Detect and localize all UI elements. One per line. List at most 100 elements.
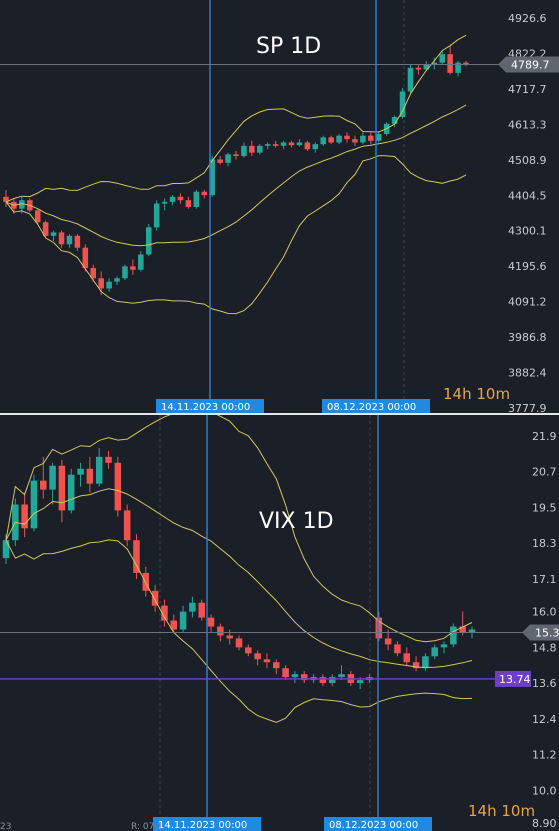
candle-body	[2, 540, 10, 559]
candle	[90, 264, 97, 282]
candle-body	[468, 629, 476, 633]
date-tag-shape	[153, 817, 261, 831]
candle	[300, 671, 308, 684]
candle-body	[169, 196, 176, 202]
candle	[263, 653, 271, 669]
vix-chart-title: VIX 1D	[259, 509, 334, 534]
candle-body	[431, 62, 438, 65]
candle-body	[106, 281, 112, 289]
candle-body	[291, 674, 299, 678]
candle	[198, 599, 205, 621]
candle	[336, 133, 342, 145]
y-tick-label: 8.90	[532, 817, 557, 830]
y-tick-label: 18.3	[532, 537, 557, 550]
candle	[282, 665, 289, 681]
candle	[455, 60, 461, 77]
candle	[42, 220, 49, 238]
bb-lower-band	[5, 155, 467, 315]
candle	[431, 644, 438, 660]
y-tick-label: 4613.3	[508, 118, 547, 131]
candle	[415, 64, 422, 75]
y-tick-label: 3882.4	[508, 367, 547, 380]
candle	[179, 605, 187, 633]
candle-body	[235, 638, 243, 648]
candle	[193, 189, 200, 209]
candle-body	[201, 191, 208, 196]
candle-body	[153, 203, 160, 228]
candle-body	[217, 159, 223, 163]
date-tag: 08.12.2023 00:00	[324, 817, 432, 831]
price-tag-label: 15.3	[535, 626, 559, 639]
candle-body	[264, 144, 271, 146]
candle-body	[304, 142, 311, 150]
y-tick-label: 4404.5	[508, 189, 547, 202]
candle-body	[257, 145, 263, 153]
date-tag-label: 14.11.2023 00:00	[161, 402, 250, 413]
candle-body	[198, 602, 205, 618]
candle-body	[280, 142, 287, 146]
candle-body	[209, 159, 215, 196]
range-label: R: 07.1	[131, 822, 163, 831]
candle-body	[368, 135, 374, 141]
y-tick-label: 12.4	[532, 713, 557, 726]
candle-body	[233, 154, 239, 157]
candle-body	[30, 480, 38, 529]
candle-body	[447, 54, 453, 73]
candle	[312, 142, 319, 153]
candle-body	[58, 465, 66, 511]
vix-countdown-timer: 14h 10m	[468, 802, 535, 820]
y-tick-label: 3986.8	[508, 331, 547, 344]
candle	[352, 135, 358, 146]
candle	[291, 671, 299, 684]
panel-divider[interactable]	[0, 413, 559, 415]
candle	[296, 139, 303, 147]
candle-body	[463, 62, 469, 65]
candle	[320, 135, 327, 146]
candle	[360, 132, 366, 145]
candle-body	[403, 653, 411, 663]
candle-body	[415, 67, 422, 70]
candle	[21, 492, 28, 538]
date-tag-shape	[324, 817, 432, 831]
candle	[338, 665, 345, 681]
candle	[122, 264, 128, 280]
candle	[3, 189, 9, 207]
candle-body	[431, 647, 438, 657]
candle-body	[189, 602, 196, 612]
candle-body	[356, 680, 364, 684]
y-tick-label: 4717.7	[508, 83, 547, 96]
vix-timer-minutes: 10m	[501, 802, 536, 820]
candle-body	[440, 644, 448, 648]
candle	[422, 653, 429, 672]
y-tick-label: 4926.6	[508, 12, 547, 25]
date-tag: 08.12.2023 00:00	[322, 399, 430, 413]
candle	[249, 140, 255, 157]
vix-chart-svg[interactable]: 21.9 20.7 19.5 18.3 17.1 16.0 14.8 13.6 12.4 11.2…	[0, 415, 559, 831]
y-tick-label: 20.7	[532, 466, 557, 479]
candle-body	[90, 268, 97, 279]
candle	[82, 244, 89, 272]
candle-body	[439, 54, 445, 63]
candle-body	[21, 504, 28, 529]
candle-body	[338, 674, 345, 678]
vix-chart-panel[interactable]: 21.9 20.7 19.5 18.3 17.1 16.0 14.8 13.6 12.4 11.2…	[0, 415, 559, 831]
sp-timer-minutes: 10m	[476, 385, 511, 403]
y-tick-label: 11.2	[532, 749, 557, 762]
candle	[450, 623, 457, 648]
candle-body	[58, 232, 65, 245]
date-tag-label: 08.12.2023 00:00	[329, 820, 418, 831]
candle-body	[133, 540, 140, 573]
candle	[74, 234, 81, 252]
candle-body	[241, 145, 247, 157]
candle-body	[185, 200, 192, 207]
candle	[225, 152, 231, 167]
bb-middle-band	[5, 104, 467, 247]
candle	[447, 45, 453, 75]
candle	[328, 674, 336, 687]
candle-body	[130, 266, 136, 270]
candle	[189, 596, 196, 618]
sp-chart-panel[interactable]: 4926.6 4822.2 4717.7 4613.3 4508.9 4404.5 4300…	[0, 0, 559, 413]
candle-body	[336, 135, 342, 143]
sp-chart-svg[interactable]: 4926.64822.24717.74613.34508.94404.54300…	[0, 0, 559, 413]
candle-body	[328, 137, 334, 143]
